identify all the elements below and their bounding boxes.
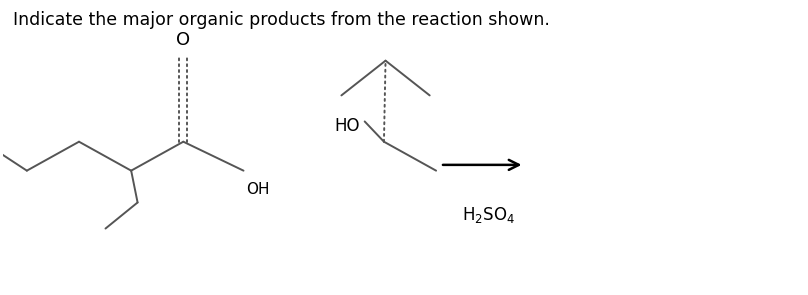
Text: H$_2$SO$_4$: H$_2$SO$_4$ — [462, 205, 515, 225]
Text: Indicate the major organic products from the reaction shown.: Indicate the major organic products from… — [13, 12, 550, 30]
Text: OH: OH — [246, 182, 269, 197]
Text: O: O — [176, 31, 191, 49]
Text: HO: HO — [335, 117, 360, 135]
